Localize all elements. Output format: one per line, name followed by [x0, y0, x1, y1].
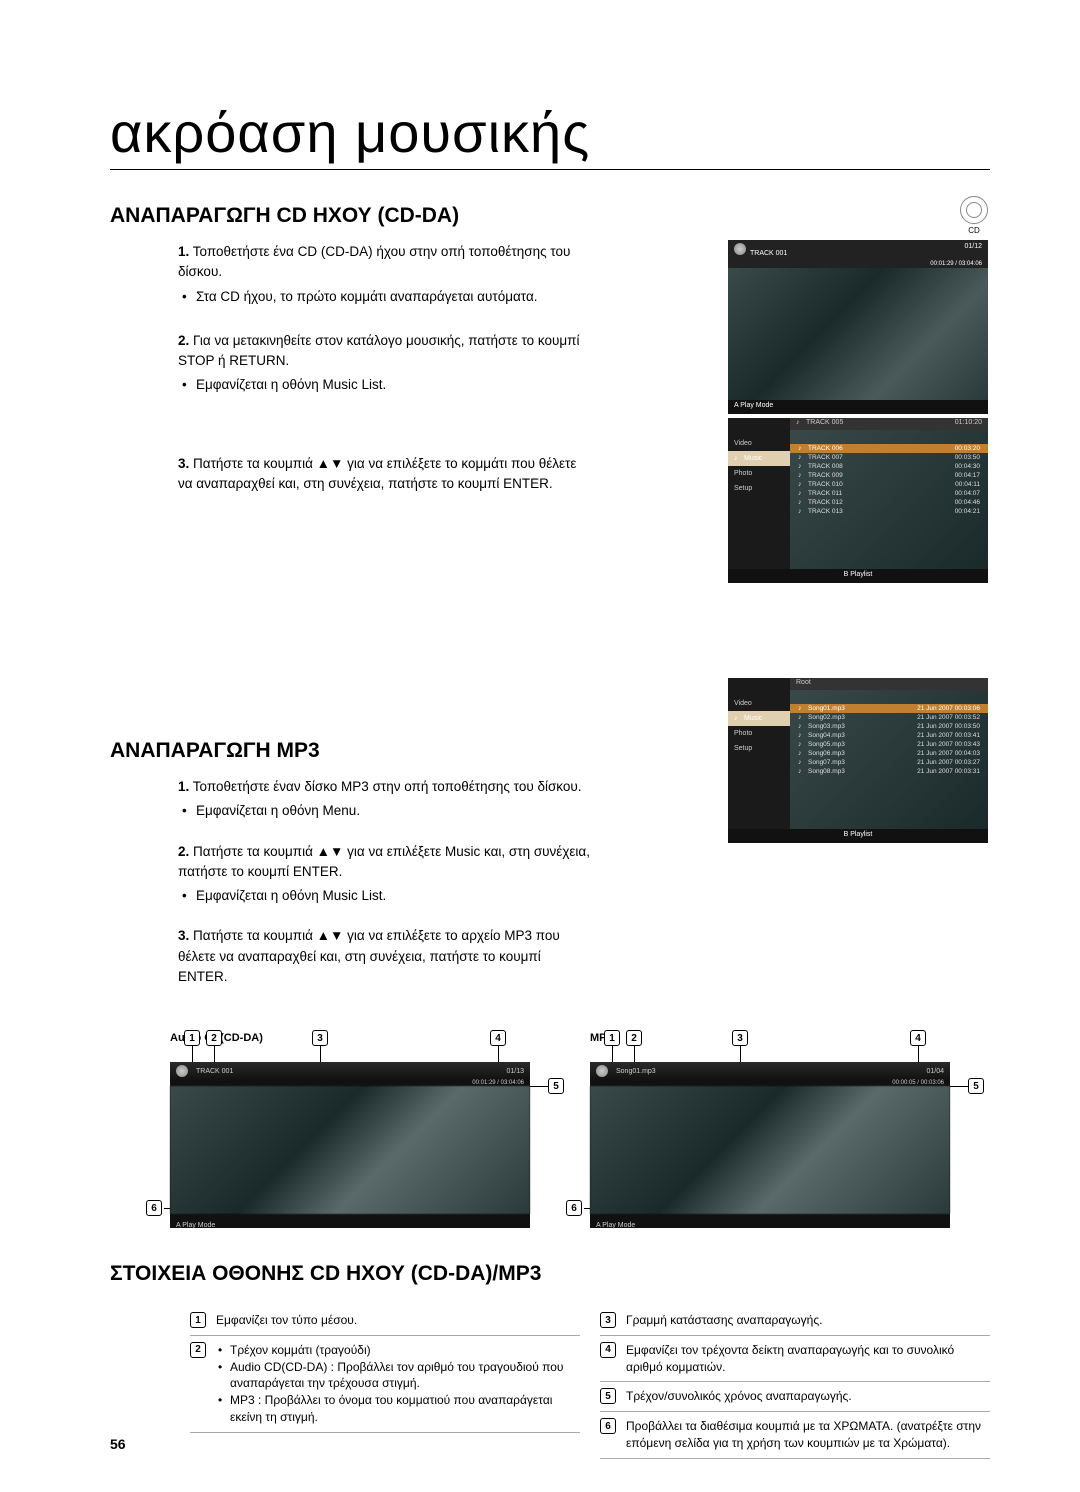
cd-icon-label: CD	[960, 226, 988, 235]
section1-title: ΑΝΑΠΑΡΑΓΩΓΗ CD ΗΧΟΥ (CD-DA)	[110, 204, 990, 228]
section1-steps: 1. Τοποθετήστε ένα CD (CD-DA) ήχου στην …	[110, 242, 580, 494]
screenshot-cd-playback: TRACK 001 01/12 00:01:29 / 03:04:06 A Pl…	[728, 240, 988, 402]
step-text: Τοποθετήστε ένα CD (CD-DA) ήχου στην οπή…	[178, 244, 570, 279]
screenshot-track-list: Video ♪Music Photo Setup ♪TRACK 00501:10…	[728, 418, 988, 583]
diagram-cd: Audio CD(CD-DA) 1 2 3 4 5 6 TRACK 001 01…	[170, 1032, 530, 1222]
step-num: 3.	[178, 456, 189, 471]
diagram-mp3: MP3 1 2 3 4 5 6 Song01.mp3 01/04 00:00:0…	[590, 1032, 950, 1222]
screenshot-mp3-list: Video ♪Music Photo Setup Root ♪Song01.mp…	[728, 678, 988, 843]
section2-steps: 1. Τοποθετήστε έναν δίσκο MP3 στην οπή τ…	[110, 777, 590, 987]
step-text: Για να μετακινηθείτε στον κατάλογο μουσι…	[178, 333, 579, 368]
step-num: 2.	[178, 333, 189, 348]
step-text: Πατήστε τα κουμπιά ▲▼ για να επιλέξετε τ…	[178, 456, 576, 491]
step-num: 1.	[178, 244, 189, 259]
cd-icon	[960, 196, 988, 224]
step-bullet: Στα CD ήχου, το πρώτο κομμάτι αναπαράγετ…	[178, 287, 580, 307]
step-bullet: Εμφανίζεται η οθόνη Music List.	[178, 375, 580, 395]
main-title: ακρόαση μουσικής	[110, 100, 990, 170]
page-number: 56	[110, 1436, 126, 1452]
elements-title: ΣΤΟΙΧΕΙΑ ΟΘΟΝΗΣ CD ΗΧΟΥ (CD-DA)/MP3	[110, 1262, 990, 1286]
diagrams-row: Audio CD(CD-DA) 1 2 3 4 5 6 TRACK 001 01…	[110, 1032, 990, 1222]
elements-grid: 1 Εμφανίζει τον τύπο μέσου. 2 Τρέχον κομ…	[110, 1306, 990, 1459]
